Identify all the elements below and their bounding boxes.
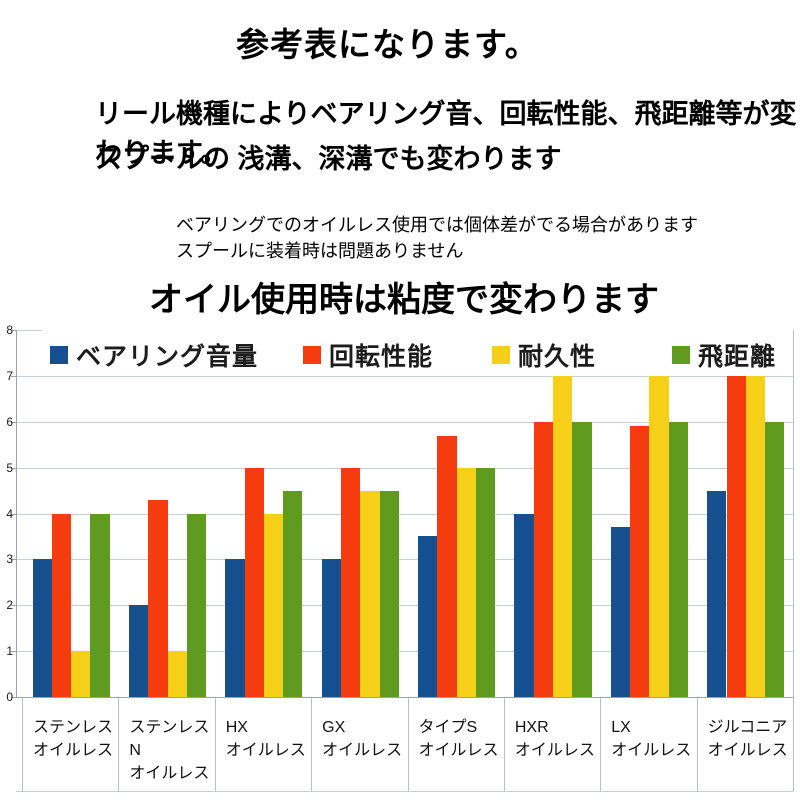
gridline (16, 605, 793, 607)
category-separator (503, 697, 505, 791)
description-line1: リール機種によりベアリング音、回転性能、飛距離等が変わります。 (95, 99, 797, 168)
y-axis-label: 7 (6, 368, 13, 383)
chart-legend: ベアリング音量 回転性能 耐久性 飛距離 (0, 337, 800, 371)
bar-飛距離-5 (572, 421, 592, 697)
bar-飛距離-7 (765, 421, 785, 697)
y-axis-label: 0 (6, 690, 13, 704)
bar-ベアリング音量-6 (610, 527, 631, 697)
y-axis-tick (11, 559, 16, 561)
y-axis-tick (11, 513, 16, 515)
y-axis-label: 2 (6, 598, 13, 613)
bar-回転性能-2 (244, 467, 264, 697)
y-axis-label: 4 (6, 506, 13, 521)
bar-ベアリング音量-3 (321, 559, 341, 697)
bar-chart: ベアリング音量 回転性能 耐久性 飛距離 0 1 2 3 4 5 6 7 8 ステンレス オイルレ… (0, 320, 800, 800)
legend-swatch-icon (492, 346, 510, 364)
y-axis-label: 5 (6, 460, 13, 475)
category-label: HXR オイルレス (514, 719, 595, 759)
category-label: ジルコニア オイルレス (707, 719, 788, 759)
bar-耐久性-6 (649, 375, 669, 697)
category-label: タイプS オイルレス (418, 719, 499, 759)
bar-回転性能-7 (726, 375, 746, 697)
bar-飛距離-0 (90, 513, 110, 697)
y-axis-tick (11, 651, 16, 653)
y-axis-tick (11, 605, 16, 607)
y-axis-tick (11, 330, 16, 331)
category-separator (118, 697, 120, 791)
note-line1: ベアリングでのオイルレス使用では個体差がでる場合があります (176, 215, 698, 235)
gridline (16, 651, 793, 653)
category-label: ステンレス オイルレス (33, 719, 114, 759)
legend-label: ベアリング音量 (76, 343, 259, 371)
bar-飛距離-3 (379, 490, 399, 697)
bar-ベアリング音量-7 (707, 490, 727, 697)
legend-swatch-icon (303, 346, 321, 364)
y-axis-label: 1 (6, 644, 13, 659)
legend-item-rotation: 回転性能 (303, 337, 433, 373)
category-label: ステンレスN オイルレス (129, 719, 210, 782)
y-axis-tick (11, 421, 16, 423)
note-line2: スプールに装着時は問題ありません (176, 241, 464, 261)
category-label: HX オイルレス (225, 719, 306, 759)
bar-回転性能-3 (341, 467, 361, 697)
category-separator (311, 697, 313, 791)
bar-耐久性-0 (71, 651, 91, 697)
bar-ベアリング音量-4 (418, 536, 438, 697)
page-title: 参考表になります。 (236, 26, 539, 63)
bar-飛距離-4 (475, 467, 496, 697)
legend-label: 耐久性 (518, 343, 597, 371)
gridline (16, 559, 793, 561)
bar-飛距離-6 (668, 421, 688, 697)
bar-耐久性-1 (167, 651, 187, 697)
bar-耐久性-2 (263, 513, 284, 697)
bar-ベアリング音量-0 (32, 559, 52, 697)
legend-item-durability: 耐久性 (492, 337, 596, 373)
y-axis-label: 8 (6, 323, 13, 337)
label-area-bottom-border (16, 791, 793, 792)
bar-回転性能-0 (51, 513, 72, 697)
bar-耐久性-7 (745, 375, 766, 697)
bar-ベアリング音量-5 (514, 513, 534, 697)
bar-回転性能-4 (437, 435, 457, 697)
description-line2: スプールの 浅溝、深溝でも変わります (95, 144, 562, 174)
bar-ベアリング音量-2 (225, 559, 245, 697)
chart-subtitle: オイル使用時は粘度で変わります (149, 281, 659, 319)
bar-耐久性-3 (360, 490, 380, 697)
bar-ベアリング音量-1 (128, 605, 149, 697)
bar-飛距離-1 (186, 513, 207, 697)
gridline (16, 421, 793, 423)
category-separator (22, 697, 23, 791)
category-separator (407, 697, 409, 791)
y-axis-tick (11, 697, 16, 698)
plot-right-border (793, 330, 794, 791)
y-axis-tick (11, 375, 16, 377)
category-label: LX オイルレス (611, 719, 692, 759)
category-label: GX オイルレス (322, 719, 403, 759)
x-axis-line (16, 697, 793, 698)
bar-耐久性-5 (553, 375, 573, 697)
category-separator (600, 697, 602, 791)
y-axis-label: 3 (6, 552, 13, 567)
y-axis-line (16, 330, 17, 697)
bar-耐久性-4 (456, 467, 476, 697)
legend-item-casting-distance: 飛距離 (672, 337, 776, 373)
bar-回転性能-5 (533, 421, 554, 697)
gridline (16, 375, 793, 377)
bar-飛距離-2 (283, 490, 303, 697)
bar-回転性能-6 (630, 426, 650, 697)
y-axis-tick (11, 467, 16, 469)
legend-item-bearing-noise: ベアリング音量 (50, 337, 258, 373)
legend-label: 回転性能 (329, 343, 434, 371)
legend-label: 飛距離 (698, 343, 777, 371)
y-axis-label: 6 (6, 414, 13, 429)
bar-回転性能-1 (148, 499, 168, 697)
gridline (16, 467, 793, 469)
gridline (16, 513, 793, 515)
gridline (16, 330, 42, 331)
category-separator (696, 697, 698, 791)
legend-swatch-icon (50, 346, 68, 364)
category-separator (214, 697, 216, 791)
legend-swatch-icon (672, 346, 690, 364)
